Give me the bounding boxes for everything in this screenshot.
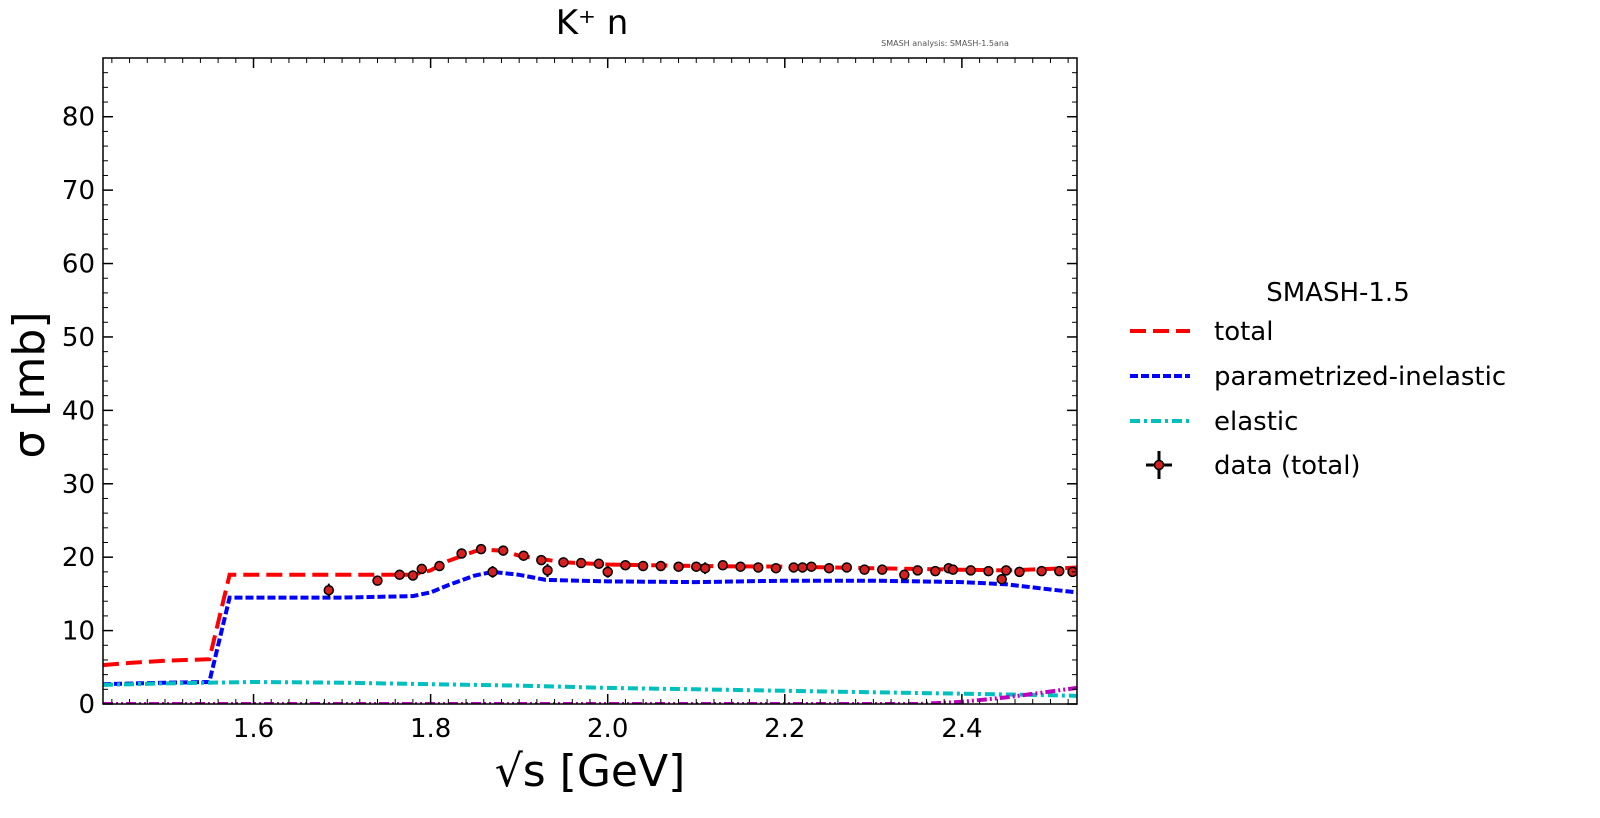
legend: SMASH-1.5 total parametrized-inelastic e… [1130, 278, 1506, 481]
data-point [407, 570, 419, 581]
plot-frame [102, 57, 1078, 705]
data-point [770, 562, 782, 574]
y-tick-label: 80 [62, 103, 95, 133]
y-axis-label: σ [mb] [4, 312, 55, 459]
x-tick-label: 1.8 [410, 714, 451, 744]
data-point [673, 561, 684, 572]
data-point [602, 566, 613, 578]
data-point [1014, 566, 1025, 578]
data-point [965, 565, 976, 576]
ticks-layer: 1.6 1.8 2.0 2.2 2.4 0 10 20 30 40 50 60 70 80 [62, 57, 1077, 744]
y-tick-label: 10 [62, 617, 95, 647]
data-point [699, 562, 711, 574]
data-point [691, 561, 702, 572]
data-point [983, 565, 994, 577]
legend-entry-data: data (total) [1214, 451, 1361, 481]
data-point [536, 554, 547, 566]
y-tick-label: 60 [62, 250, 95, 280]
legend-entry-inelastic: parametrized-inelastic [1214, 362, 1506, 392]
data-point [1054, 565, 1065, 577]
x-tick-label: 2.2 [764, 714, 805, 744]
data-point [372, 575, 383, 586]
data-point [876, 564, 888, 575]
data-point [475, 543, 487, 555]
data-point [996, 573, 1007, 585]
legend-entry-total: total [1214, 317, 1273, 347]
x-axis-label: √s [GeV] [495, 746, 686, 797]
data-point [416, 563, 428, 575]
legend-swatch-data-marker [1153, 459, 1165, 471]
x-tick-label: 2.4 [941, 714, 982, 744]
y-tick-label: 40 [62, 396, 95, 426]
data-point [518, 550, 529, 561]
data-point [797, 562, 808, 573]
data-point [735, 561, 746, 572]
data-point [823, 562, 835, 574]
series-line-total [103, 547, 1077, 668]
data-point [752, 562, 764, 573]
y-tick-label: 20 [62, 543, 95, 573]
data-point [456, 548, 467, 559]
data-point [637, 560, 649, 572]
data-point [1000, 565, 1012, 576]
data-point [930, 565, 941, 577]
series-line-parametrized-inelastic [103, 569, 1077, 687]
chart-title: K⁺ n [556, 3, 629, 43]
data-point [497, 545, 509, 556]
data-point [717, 560, 729, 571]
data-points-layer [323, 543, 1077, 597]
y-tick-label: 70 [62, 176, 95, 206]
legend-entry-elastic: elastic [1214, 407, 1298, 437]
series-line-elastic [103, 679, 1077, 698]
chart-subtitle: SMASH analysis: SMASH-1.5ana [881, 39, 1009, 48]
data-point [1036, 565, 1047, 577]
data-point [558, 557, 569, 568]
y-tick-label: 0 [78, 690, 95, 720]
data-point [899, 569, 910, 581]
data-point [841, 562, 853, 573]
x-tick-label: 2.0 [587, 714, 628, 744]
data-point [323, 584, 335, 596]
data-point [542, 565, 553, 576]
y-tick-label: 30 [62, 470, 95, 500]
legend-title: SMASH-1.5 [1266, 278, 1410, 308]
y-tick-label: 50 [62, 323, 95, 353]
data-point [947, 564, 959, 575]
data-point [394, 569, 405, 581]
data-point [575, 557, 587, 569]
data-point [655, 560, 667, 572]
x-tick-label: 1.6 [233, 714, 274, 744]
data-point [620, 560, 631, 571]
data-point [806, 561, 817, 572]
data-point [593, 558, 605, 570]
data-point [487, 566, 498, 578]
data-point [912, 565, 923, 576]
data-point [859, 564, 870, 575]
data-point [434, 560, 445, 572]
data-point [788, 562, 799, 573]
